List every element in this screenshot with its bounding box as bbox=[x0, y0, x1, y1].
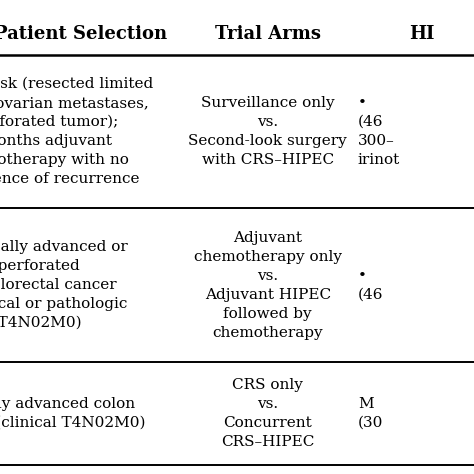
Text: •
(46: • (46 bbox=[358, 269, 383, 301]
Text: risk (resected limited
r ovarian metastases,
erforated tumor);
months adjuvant
m: risk (resected limited r ovarian metasta… bbox=[0, 77, 154, 186]
Text: Patient Selection: Patient Selection bbox=[0, 26, 167, 43]
Text: M
(30: M (30 bbox=[358, 397, 383, 430]
Text: Surveillance only
vs.
Second-look surgery
with CRS–HIPEC: Surveillance only vs. Second-look surger… bbox=[189, 96, 347, 167]
Text: CRS only
vs.
Concurrent
CRS–HIPEC: CRS only vs. Concurrent CRS–HIPEC bbox=[221, 378, 314, 449]
Text: HI: HI bbox=[409, 26, 435, 43]
Text: •
(46
300–
irinot: • (46 300– irinot bbox=[358, 96, 400, 167]
Text: ocally advanced or
   perforated
colorectal cancer
nical or pathologic
   T4N02M: ocally advanced or perforated colorectal… bbox=[0, 240, 128, 330]
Text: Trial Arms: Trial Arms bbox=[215, 26, 321, 43]
Text: Adjuvant
chemotherapy only
vs.
Adjuvant HIPEC
followed by
chemotherapy: Adjuvant chemotherapy only vs. Adjuvant … bbox=[194, 231, 342, 339]
Text: ally advanced colon
r (clinical T4N02M0): ally advanced colon r (clinical T4N02M0) bbox=[0, 397, 146, 430]
